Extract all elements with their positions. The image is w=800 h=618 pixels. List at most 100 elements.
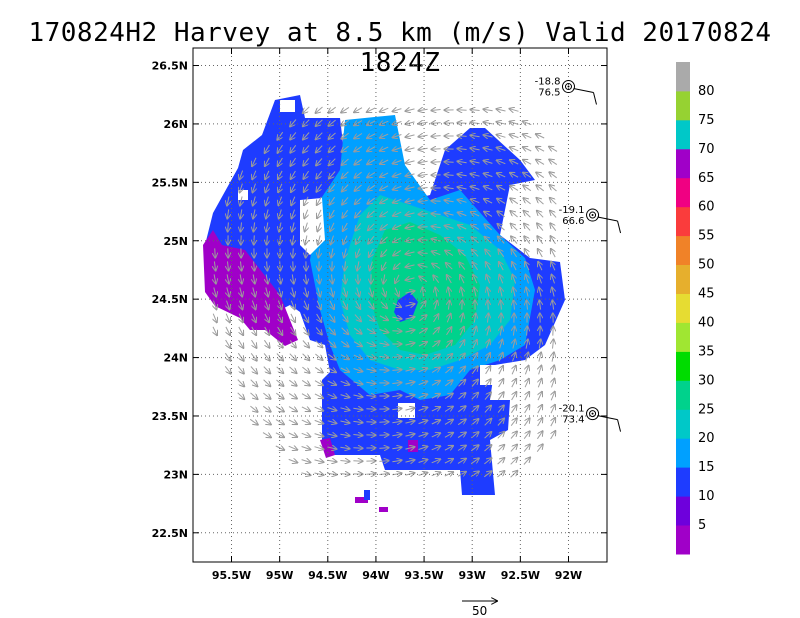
wind-vector: [537, 211, 544, 218]
wind-vector: [470, 122, 480, 123]
wind-vector: [536, 185, 545, 192]
wind-vector: [405, 395, 415, 397]
colorbar-swatch: [676, 62, 690, 92]
wind-vector: [418, 460, 428, 463]
wind-vector: [497, 135, 506, 138]
wind-vector: [418, 188, 428, 189]
wind-vector: [419, 276, 428, 283]
wind-vector: [471, 393, 478, 400]
wind-vector: [474, 327, 477, 336]
wind-vector: [382, 261, 386, 270]
wind-vector: [383, 274, 384, 283]
wind-vector: [418, 342, 427, 346]
wind-vector: [379, 343, 389, 345]
wind-vector: [340, 421, 350, 423]
buoy-barb-tail: [593, 92, 597, 105]
lat-tick-label: 23N: [163, 468, 188, 481]
wind-vector: [329, 196, 336, 205]
wind-vector: [447, 314, 450, 323]
wind-vector: [366, 409, 375, 410]
wind-vector: [497, 211, 505, 218]
wind-vector: [342, 171, 349, 178]
wind-vector: [380, 199, 389, 204]
wind-vector: [353, 395, 363, 397]
colorbar-swatch: [676, 235, 690, 265]
wind-vector: [293, 248, 294, 257]
lat-lon-grid: [193, 48, 607, 562]
wind-vector: [497, 419, 504, 426]
wind-vector: [458, 367, 465, 374]
wind-vector: [227, 300, 230, 310]
wind-vector: [460, 327, 464, 336]
wind-vector: [497, 445, 505, 452]
wind-vector: [461, 288, 463, 297]
wind-vector: [406, 122, 415, 124]
wind-vector: [393, 122, 402, 125]
colorbar-label: 50: [698, 258, 715, 273]
wind-vector: [341, 327, 349, 334]
wind-vector: [253, 222, 254, 231]
wind-vector: [460, 275, 464, 284]
buoy-speed-label: 73.4: [562, 415, 584, 426]
wind-vector: [499, 275, 502, 284]
wind-vector: [302, 326, 308, 335]
colorbar-swatch: [676, 90, 690, 121]
wind-vector: [405, 408, 415, 410]
wind-vector: [292, 235, 293, 244]
wind-vector: [512, 379, 516, 388]
colorbar-swatch: [676, 525, 690, 555]
wind-vector: [405, 356, 415, 358]
lon-tick-label: 93.5W: [404, 569, 443, 582]
wind-vector: [457, 406, 465, 413]
lon-tick-label: 94.5W: [308, 569, 347, 582]
wind-vector: [327, 368, 336, 373]
wind-vector: [470, 110, 480, 111]
wind-vector: [314, 420, 324, 423]
wind-vector: [444, 200, 454, 202]
wind-vector: [327, 381, 336, 385]
lat-tick-label: 22.5N: [152, 527, 188, 540]
wind-vector: [395, 274, 399, 283]
wind-vector: [292, 222, 294, 232]
wind-vector: [357, 287, 360, 297]
wind-vector: [315, 340, 323, 348]
wind-vector: [484, 406, 491, 413]
wind-vector: [328, 340, 336, 347]
wind-vector: [369, 248, 374, 257]
wind-vector: [472, 250, 479, 257]
wind-vector: [444, 187, 454, 188]
wind-vector: [267, 261, 268, 270]
wind-vector: [432, 239, 441, 241]
wind-vector: [328, 327, 335, 335]
wind-vector: [537, 198, 544, 205]
wind-vector: [510, 418, 517, 427]
wind-vector: [552, 275, 555, 284]
wind-vector: [392, 421, 401, 422]
wind-vector: [318, 235, 320, 245]
wind-vector: [549, 159, 558, 166]
wind-vector: [252, 326, 256, 335]
wind-vector: [392, 331, 401, 332]
wind-vector: [484, 379, 490, 388]
wind-vector: [366, 342, 376, 345]
wind-vector: [329, 132, 336, 139]
wind-vector: [316, 119, 323, 126]
wind-vector: [303, 157, 310, 165]
wind-vector: [266, 196, 269, 206]
wind-vector: [329, 184, 336, 191]
wind-vector: [370, 287, 373, 297]
wind-vector: [523, 185, 532, 192]
wind-vector: [380, 108, 389, 112]
wind-vector: [484, 432, 492, 439]
colorbar-label: 55: [698, 229, 715, 244]
wind-vector: [498, 379, 504, 388]
wind-vector: [379, 356, 388, 357]
wind-vector: [473, 275, 477, 284]
wind-vector: [393, 212, 402, 216]
wind-vector: [357, 261, 359, 270]
wind-vector: [304, 300, 308, 310]
wind-vector: [445, 367, 452, 374]
wind-vector: [431, 433, 440, 437]
colorbar-label: 75: [698, 113, 715, 128]
wind-vector: [253, 196, 256, 206]
